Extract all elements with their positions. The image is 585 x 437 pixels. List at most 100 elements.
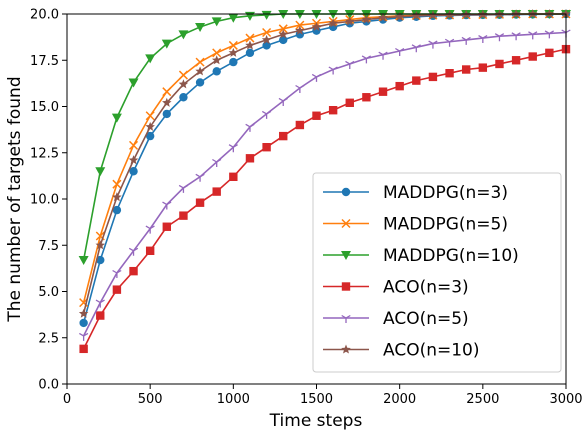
data-point bbox=[278, 24, 288, 34]
data-point bbox=[428, 40, 438, 49]
data-point bbox=[311, 73, 322, 82]
data-point bbox=[494, 33, 505, 42]
data-point bbox=[411, 10, 422, 20]
data-point bbox=[445, 69, 454, 78]
legend-marker bbox=[341, 251, 351, 260]
y-tick-label: 10.0 bbox=[30, 193, 59, 208]
data-point bbox=[378, 87, 388, 96]
data-point bbox=[95, 299, 105, 308]
data-point bbox=[179, 93, 188, 102]
data-point bbox=[112, 269, 122, 278]
x-tick-label: 0 bbox=[63, 392, 71, 407]
data-point bbox=[545, 48, 554, 58]
data-point bbox=[345, 98, 354, 107]
data-point bbox=[178, 70, 188, 80]
data-point bbox=[395, 81, 404, 91]
data-point bbox=[178, 79, 189, 89]
data-point bbox=[128, 247, 139, 256]
data-point bbox=[261, 10, 272, 20]
data-point bbox=[378, 51, 388, 60]
data-point bbox=[245, 48, 255, 58]
data-point bbox=[228, 13, 239, 23]
data-point bbox=[212, 48, 222, 58]
series-line bbox=[82, 31, 567, 337]
data-point bbox=[279, 35, 288, 45]
data-point bbox=[96, 255, 105, 265]
data-point bbox=[245, 40, 255, 50]
data-point bbox=[394, 11, 405, 21]
legend-entry: ACO(n=3) bbox=[323, 278, 469, 298]
y-axis-label: The number of targets found bbox=[5, 76, 25, 322]
data-point bbox=[111, 113, 122, 123]
legend-marker bbox=[341, 282, 351, 291]
legend-label: ACO(n=3) bbox=[383, 278, 469, 298]
x-axis: 0 500 1000 1500 2000 2500 3000 bbox=[63, 384, 583, 407]
data-point bbox=[162, 222, 171, 231]
legend-entry: MADDPG(n=3) bbox=[323, 183, 508, 203]
legend-entry: MADDPG(n=10) bbox=[323, 246, 519, 266]
data-point bbox=[179, 211, 188, 220]
y-tick-label: 17.5 bbox=[30, 54, 59, 69]
data-point bbox=[211, 17, 222, 27]
data-point bbox=[511, 56, 521, 65]
data-point bbox=[295, 20, 305, 30]
data-point bbox=[145, 111, 155, 121]
x-tick-label: 1000 bbox=[217, 392, 250, 407]
data-point bbox=[279, 131, 288, 141]
legend: MADDPG(n=3) MADDPG(n=5) MADDPG(n=10) ACO(n=… bbox=[312, 172, 562, 373]
data-point bbox=[96, 311, 105, 320]
legend-label: ACO(n=10) bbox=[383, 341, 480, 361]
data-point bbox=[295, 25, 305, 35]
data-point bbox=[345, 60, 355, 69]
x-tick-label: 2000 bbox=[383, 392, 416, 407]
data-point bbox=[195, 78, 205, 87]
data-point bbox=[145, 246, 155, 255]
legend-label: MADDPG(n=5) bbox=[383, 215, 508, 235]
data-point bbox=[412, 76, 421, 85]
x-tick-label: 500 bbox=[138, 392, 163, 407]
data-point bbox=[195, 198, 205, 207]
data-point bbox=[245, 33, 255, 43]
y-tick-label: 20.0 bbox=[30, 8, 59, 23]
data-point bbox=[212, 158, 222, 167]
data-point bbox=[444, 38, 455, 47]
y-tick-label: 15.0 bbox=[30, 100, 59, 115]
data-point bbox=[212, 67, 221, 76]
data-point bbox=[112, 285, 122, 294]
data-point bbox=[544, 30, 554, 39]
x-axis-label: Time steps bbox=[269, 411, 363, 431]
legend-entry: ACO(n=10) bbox=[323, 341, 480, 361]
data-point bbox=[161, 39, 172, 49]
data-point bbox=[128, 155, 139, 165]
data-point bbox=[345, 16, 355, 26]
data-point bbox=[211, 55, 222, 65]
y-tick-label: 5.0 bbox=[38, 285, 59, 300]
data-point bbox=[411, 44, 421, 53]
data-point bbox=[328, 66, 338, 75]
legend-label: ACO(n=5) bbox=[383, 309, 469, 329]
data-point bbox=[261, 110, 272, 119]
data-point bbox=[129, 140, 139, 150]
data-point bbox=[478, 34, 488, 44]
data-point bbox=[229, 57, 238, 67]
data-point bbox=[245, 154, 255, 163]
y-tick-label: 7.5 bbox=[38, 239, 59, 254]
legend-label: MADDPG(n=3) bbox=[383, 183, 508, 203]
data-point bbox=[79, 332, 89, 341]
data-point bbox=[195, 22, 206, 32]
data-point bbox=[461, 36, 471, 45]
legend-marker bbox=[341, 314, 351, 323]
data-point bbox=[361, 55, 372, 64]
data-point bbox=[78, 308, 89, 318]
data-point bbox=[511, 32, 521, 41]
data-point bbox=[228, 40, 238, 50]
data-point bbox=[145, 131, 155, 141]
data-point bbox=[328, 18, 338, 28]
data-point bbox=[129, 167, 138, 176]
legend-marker bbox=[341, 187, 351, 197]
data-point bbox=[328, 106, 338, 115]
data-point bbox=[162, 97, 172, 107]
data-point bbox=[212, 187, 221, 196]
